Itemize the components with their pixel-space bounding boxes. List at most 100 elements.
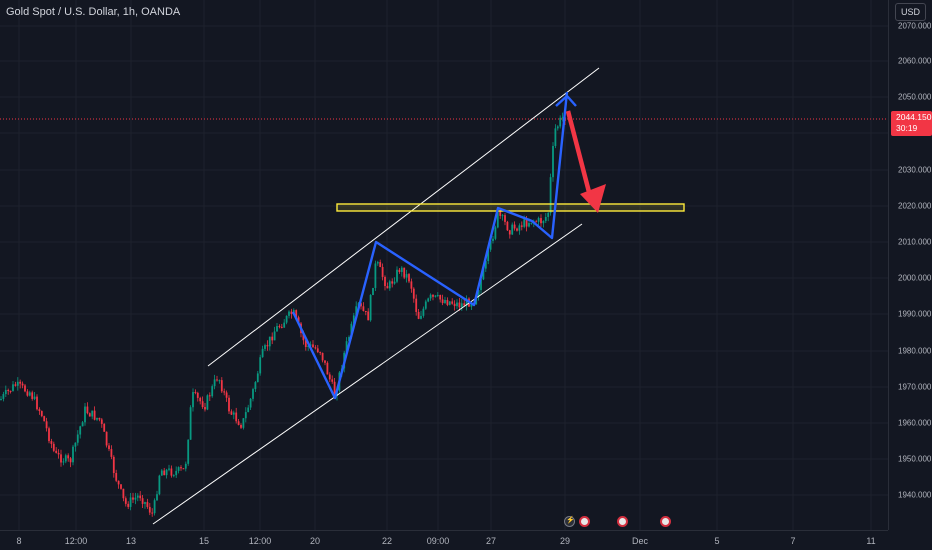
- candle-body: [290, 311, 293, 314]
- candle-body: [412, 288, 415, 299]
- candle-body: [477, 290, 480, 297]
- yellow-support-zone[interactable]: [336, 203, 685, 212]
- lightning-event-icon[interactable]: [564, 516, 575, 527]
- candle-body: [369, 294, 372, 321]
- candle-body: [112, 456, 115, 473]
- candle-body: [420, 315, 422, 319]
- candle-body: [540, 218, 542, 224]
- candle-body: [542, 220, 545, 224]
- candle-body: [62, 461, 65, 463]
- candle-body: [391, 281, 394, 284]
- candle-body: [352, 315, 355, 324]
- candle-body: [163, 470, 166, 476]
- candle-body: [487, 249, 490, 262]
- us-flag-event-icon[interactable]: [617, 516, 628, 527]
- candle-body: [79, 426, 82, 435]
- candle-body: [69, 458, 72, 463]
- candle-body: [211, 386, 214, 397]
- candle-body: [19, 381, 22, 384]
- currency-button[interactable]: USD: [895, 3, 926, 21]
- candle-body: [381, 267, 384, 277]
- candle-body: [148, 506, 151, 513]
- candle-body: [180, 467, 182, 469]
- candle-body: [556, 126, 559, 129]
- price-tick-label: 2070.000: [898, 21, 932, 31]
- red-downward-arrow[interactable]: [565, 110, 606, 213]
- candle-body: [108, 445, 110, 450]
- candle-body: [96, 417, 98, 420]
- time-tick-label: 22: [381, 536, 393, 546]
- candle-body: [328, 374, 331, 380]
- candle-body: [398, 269, 401, 272]
- candle-body: [520, 225, 523, 227]
- candle-body: [259, 357, 262, 374]
- candle-body: [134, 497, 137, 500]
- candle-body: [460, 303, 463, 308]
- candle-body: [544, 216, 547, 221]
- ascending-channel[interactable]: [152, 67, 600, 525]
- candle-body: [242, 418, 245, 428]
- candle-body: [434, 295, 437, 297]
- candle-body: [429, 294, 432, 299]
- candle-body: [470, 303, 473, 307]
- candle-body: [513, 224, 516, 229]
- last-price-value: 2044.150: [896, 112, 932, 122]
- time-axis[interactable]: [0, 530, 888, 550]
- candle-body: [448, 301, 451, 305]
- candle-body: [64, 455, 67, 462]
- candle-body: [276, 326, 278, 332]
- price-chart[interactable]: [0, 0, 888, 530]
- candle-body: [100, 419, 103, 424]
- symbol-title[interactable]: Gold Spot / U.S. Dollar, 1h, OANDA: [6, 6, 181, 18]
- channel-upper-line[interactable]: [207, 67, 600, 367]
- candle-body: [192, 392, 194, 408]
- candle-body: [283, 322, 286, 328]
- candle-body: [81, 422, 84, 427]
- bar-countdown: 30:19: [896, 123, 918, 133]
- candle-body: [7, 389, 10, 391]
- candle-body: [388, 281, 391, 289]
- candle-body: [410, 281, 413, 289]
- candle-body: [508, 230, 511, 235]
- candle-body: [254, 382, 257, 390]
- candle-body: [43, 416, 46, 422]
- chart-area[interactable]: Gold Spot / U.S. Dollar, 1h, OANDA: [0, 0, 888, 530]
- candle-body: [105, 431, 108, 446]
- time-tick-label: 27: [485, 536, 497, 546]
- candle-body: [165, 469, 168, 476]
- candle-body: [0, 398, 2, 400]
- candle-body: [74, 442, 77, 447]
- candle-body: [57, 452, 60, 455]
- candle-body: [244, 412, 247, 419]
- time-tick-label: 09:00: [426, 536, 450, 546]
- us-flag-event-icon[interactable]: [660, 516, 671, 527]
- candle-body: [530, 222, 533, 224]
- candle-body: [216, 379, 218, 381]
- candle-body: [312, 344, 314, 348]
- candle-body: [93, 410, 96, 420]
- candle-body: [506, 221, 509, 231]
- candle-body: [480, 279, 482, 291]
- candle-body: [314, 347, 317, 349]
- candle-body: [456, 302, 458, 307]
- candle-body: [559, 117, 562, 127]
- candle-body: [561, 117, 564, 119]
- candle-body: [136, 495, 139, 498]
- blue-zigzag-pattern[interactable]: [291, 91, 569, 400]
- price-axis[interactable]: [888, 0, 932, 530]
- candle-body: [525, 219, 528, 227]
- candle-body: [28, 392, 31, 396]
- candle-body: [184, 463, 187, 469]
- candle-body: [295, 310, 298, 318]
- price-tick-label: 1950.000: [898, 454, 932, 464]
- candle-body: [496, 211, 499, 228]
- us-flag-event-icon[interactable]: [579, 516, 590, 527]
- candle-body: [127, 503, 130, 507]
- price-tick-label: 1980.000: [898, 346, 932, 356]
- candle-body: [458, 302, 461, 308]
- candle-body: [439, 294, 442, 300]
- candle-body: [187, 439, 190, 464]
- channel-lower-line[interactable]: [152, 223, 583, 525]
- candle-body: [156, 494, 158, 501]
- candle-body: [326, 362, 329, 375]
